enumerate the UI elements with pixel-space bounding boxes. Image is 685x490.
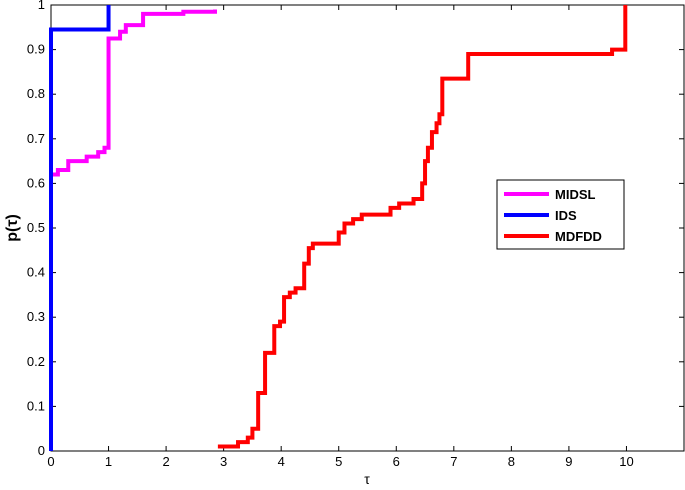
y-tick-label: 0.1 bbox=[27, 398, 45, 413]
y-tick-label: 0.3 bbox=[27, 309, 45, 324]
x-tick-label: 2 bbox=[162, 454, 169, 469]
series-line-midsl bbox=[51, 9, 218, 177]
x-tick-label: 8 bbox=[508, 454, 515, 469]
x-tick-label: 7 bbox=[450, 454, 457, 469]
x-tick-label: 6 bbox=[393, 454, 400, 469]
x-tick-label: 1 bbox=[105, 454, 112, 469]
x-tick-label: 3 bbox=[220, 454, 227, 469]
x-tick-label: 4 bbox=[278, 454, 285, 469]
y-tick-label: 0.4 bbox=[27, 265, 45, 280]
legend-items: MIDSL IDS MDFDD bbox=[504, 187, 602, 244]
legend-label-mdfdd: MDFDD bbox=[555, 229, 602, 244]
y-axis-title: p(τ) bbox=[4, 214, 21, 242]
y-tick-label: 0.7 bbox=[27, 131, 45, 146]
y-tick-label: 0.9 bbox=[27, 42, 45, 57]
x-axis-title: τ bbox=[364, 471, 370, 487]
x-tick-label: 0 bbox=[47, 454, 54, 469]
legend-label-ids: IDS bbox=[555, 208, 577, 223]
series-line-mdfdd bbox=[217, 5, 628, 449]
x-tick-label: 9 bbox=[565, 454, 572, 469]
axis-ticks: 0 1 2 3 4 5 6 7 8 9 10 0 0.1 0.2 0.3 0.4 0.5 0.6 0.7 0.8 0.9… bbox=[27, 0, 684, 469]
y-tick-label: 0.5 bbox=[27, 220, 45, 235]
y-tick-label: 0 bbox=[38, 443, 45, 458]
y-tick-label: 1 bbox=[38, 0, 45, 12]
x-tick-label: 5 bbox=[335, 454, 342, 469]
x-tick-label: 10 bbox=[619, 454, 633, 469]
y-tick-label: 0.8 bbox=[27, 86, 45, 101]
series-line-ids bbox=[49, 5, 111, 451]
legend-label-midsl: MIDSL bbox=[555, 187, 596, 202]
y-tick-label: 0.2 bbox=[27, 354, 45, 369]
series-lines bbox=[49, 5, 628, 451]
y-tick-label: 0.6 bbox=[27, 175, 45, 190]
legend: MIDSL IDS MDFDD bbox=[496, 179, 625, 250]
